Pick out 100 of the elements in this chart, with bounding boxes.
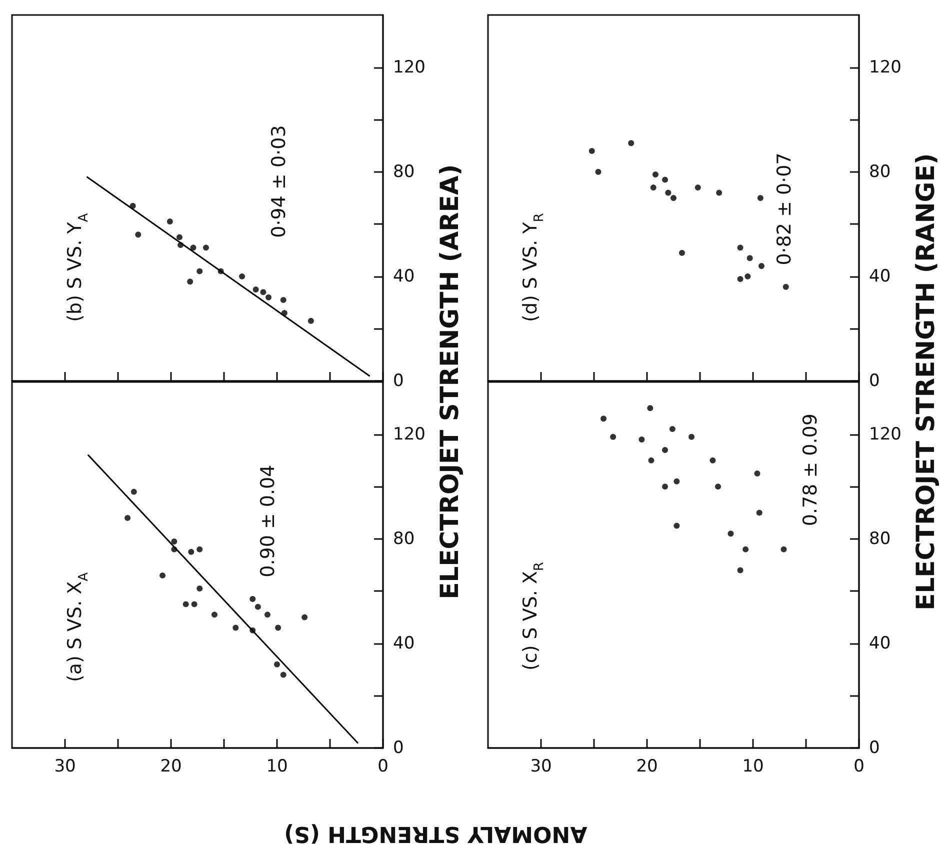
y-tick-label: 0: [393, 738, 404, 758]
y-tick-label: 40: [393, 266, 415, 286]
point: [628, 140, 634, 146]
y-tick-label: 120: [869, 57, 902, 78]
point: [647, 405, 654, 412]
point: [260, 289, 266, 296]
y-tick-label: 40: [869, 266, 891, 286]
point: [176, 234, 182, 240]
point: [710, 457, 716, 464]
x-axis-title: ANOMALY STRENGTH (S): [284, 821, 588, 846]
point: [688, 434, 695, 440]
point: [188, 548, 194, 555]
point: [264, 612, 270, 618]
y-tick-label: 0: [869, 738, 880, 758]
point: [239, 273, 246, 280]
annotation: 0·94 ± 0·03: [268, 125, 290, 238]
point: [595, 168, 602, 175]
point: [662, 176, 668, 183]
annotation: 0·82 ± 0·07: [774, 152, 796, 266]
point: [746, 255, 753, 262]
y-tick-label: 0: [869, 371, 880, 391]
y-tick-label: 40: [869, 633, 891, 654]
y-tick-label: 40: [393, 633, 415, 654]
y-tick-label: 120: [393, 57, 426, 78]
point: [250, 596, 256, 602]
point: [196, 268, 203, 274]
annotation: 0.78 ± 0.09: [800, 414, 822, 526]
point: [266, 294, 272, 300]
point: [275, 624, 282, 631]
point: [160, 572, 166, 578]
point: [782, 284, 789, 290]
point: [757, 195, 764, 201]
y-tick-label: 80: [393, 162, 415, 182]
y-tick-label: 80: [393, 528, 415, 549]
point: [670, 195, 676, 201]
point: [135, 232, 142, 238]
point: [674, 478, 680, 484]
x-tick-label: 30: [530, 756, 552, 776]
point: [202, 244, 209, 251]
point: [674, 522, 680, 529]
point: [190, 244, 196, 251]
point: [715, 484, 722, 490]
point: [754, 470, 760, 476]
annotation: (a) S VS. XA: [64, 572, 92, 682]
point: [652, 171, 658, 178]
point: [780, 546, 787, 552]
point: [211, 612, 218, 618]
point: [124, 514, 131, 521]
point: [191, 601, 198, 608]
point: [742, 546, 749, 552]
point: [196, 546, 203, 552]
point: [254, 604, 261, 610]
point: [252, 286, 259, 292]
point: [171, 538, 178, 544]
point: [669, 426, 676, 432]
point: [650, 184, 656, 191]
y-tick-label: 0: [393, 371, 404, 391]
point: [737, 276, 744, 282]
point: [610, 434, 616, 440]
y-tick-label: 80: [869, 528, 891, 549]
point: [728, 530, 734, 537]
x-tick-label: 20: [160, 756, 182, 776]
point: [678, 250, 685, 256]
point: [308, 318, 314, 324]
point: [744, 273, 751, 280]
point: [280, 296, 286, 303]
point: [758, 262, 764, 269]
point: [716, 190, 722, 196]
y-tick-label: 80: [869, 162, 891, 182]
point: [737, 244, 744, 251]
point: [196, 586, 203, 592]
annotation: (b) S VS. YA: [64, 213, 92, 322]
point: [638, 436, 645, 443]
point: [756, 510, 762, 516]
annotation: (d) S VS. YR: [519, 213, 547, 322]
x-tick-label: 30: [54, 756, 76, 776]
x-tick-label: 10: [266, 756, 288, 776]
x-tick-label: 10: [742, 756, 764, 776]
y-axis-title: ELECTROJET STRENGTH (AREA): [434, 164, 464, 599]
y-tick-label: 120: [869, 424, 902, 444]
x-tick-label: 0: [378, 756, 388, 776]
annotation: (c) S VS. XR: [519, 562, 547, 671]
point: [274, 661, 280, 668]
annotation: 0.90 ± 0.04: [256, 464, 279, 578]
point: [280, 672, 286, 678]
point: [232, 624, 239, 631]
y-axis-title: ELECTROJET STRENGTH (RANGE): [910, 152, 940, 610]
point: [166, 218, 173, 225]
point: [302, 614, 308, 620]
point: [665, 190, 672, 196]
point: [694, 184, 701, 191]
point: [737, 567, 744, 574]
point: [662, 446, 668, 453]
point: [600, 416, 607, 422]
point: [187, 278, 194, 285]
point: [588, 148, 595, 154]
point: [648, 457, 654, 464]
point: [662, 484, 668, 490]
x-tick-label: 20: [636, 756, 658, 776]
y-tick-label: 120: [393, 424, 426, 444]
